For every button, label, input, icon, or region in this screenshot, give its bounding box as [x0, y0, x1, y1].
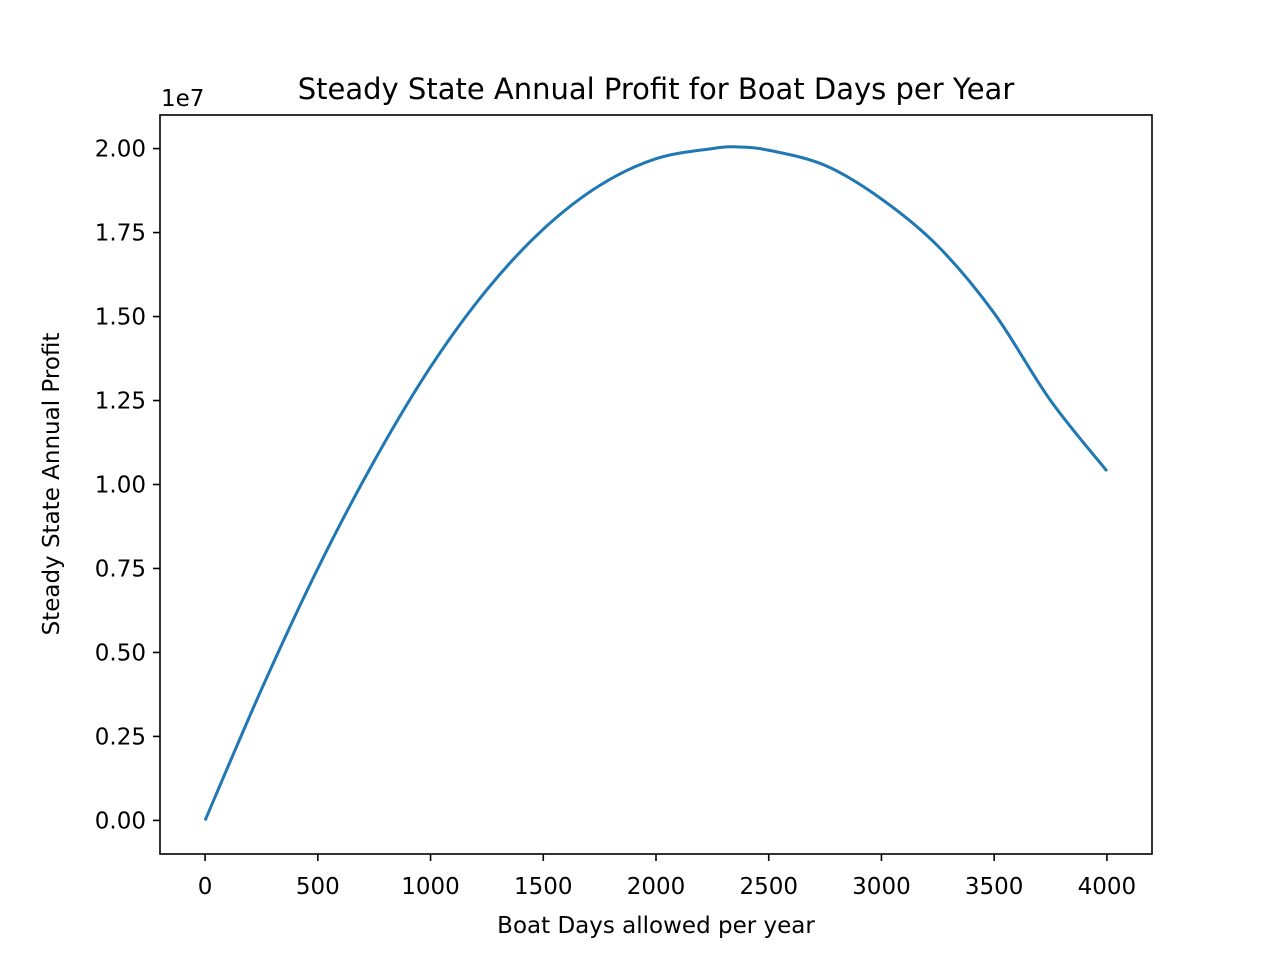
y-tick-label: 1.75: [95, 221, 146, 247]
y-tick-label: 1.25: [95, 389, 146, 415]
x-tick-label: 3000: [852, 874, 911, 900]
series-line: [203, 145, 1109, 822]
y-tick-label: 0.00: [95, 808, 146, 834]
x-axis-title: Boat Days allowed per year: [497, 913, 815, 939]
x-tick-label: 1500: [514, 874, 573, 900]
y-tick-label: 1.50: [95, 305, 146, 331]
chart-title: Steady State Annual Profit for Boat Days…: [298, 72, 1015, 106]
y-tick-label: 0.25: [95, 724, 146, 750]
x-tick-label: 0: [198, 874, 213, 900]
x-tick-label: 2500: [739, 874, 798, 900]
x-tick-label: 2000: [627, 874, 686, 900]
plot-area-frame: [159, 114, 1153, 855]
y-axis-title: Steady State Annual Profit: [39, 333, 65, 636]
x-tick-label: 4000: [1078, 874, 1137, 900]
x-tick-label: 3500: [965, 874, 1024, 900]
y-tick-label: 0.75: [95, 556, 146, 582]
y-axis-ticks: 0.00 0.25 0.50 0.75 1.00 1.25 1.50 1.75 2.00: [95, 137, 160, 834]
y-tick-label: 0.50: [95, 640, 146, 666]
x-axis-ticks: 0 500 1000 1500 2000 2500 3000 3500 4000: [198, 854, 1136, 900]
y-tick-label: 2.00: [95, 137, 146, 163]
x-tick-label: 1000: [401, 874, 460, 900]
y-offset-label: 1e7: [161, 86, 204, 112]
y-tick-label: 1.00: [95, 473, 146, 499]
x-tick-label: 500: [296, 874, 340, 900]
